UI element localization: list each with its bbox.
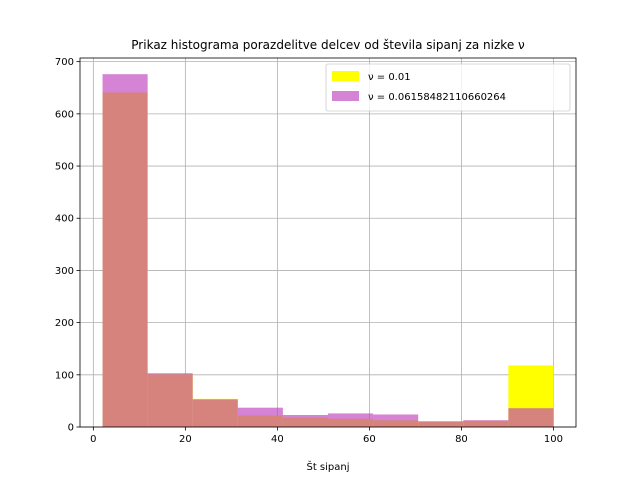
legend-label-1: ν = 0.01 — [368, 72, 411, 83]
legend-swatch-2 — [332, 91, 359, 101]
legend-box — [325, 63, 571, 112]
y-tick-label: 200 — [55, 318, 74, 329]
axes-frame — [79, 57, 577, 428]
histogram-bar-series-2 — [418, 421, 464, 427]
x-axis-label: Št sipanj — [306, 460, 349, 473]
y-tick-label: 700 — [55, 57, 74, 68]
histogram-bar-series-2 — [192, 399, 238, 427]
x-tick-label: 80 — [455, 434, 468, 445]
legend-label-2: ν = 0.06158482110660264 — [368, 92, 506, 103]
y-tick-label: 400 — [55, 214, 74, 225]
x-tick-label: 0 — [90, 434, 96, 445]
chart-title: Prikaz histograma porazdelitve delcev od… — [131, 38, 525, 52]
histogram-bar-series-2 — [102, 74, 148, 428]
x-tick-label: 100 — [544, 434, 563, 445]
y-tick-label: 300 — [55, 266, 74, 277]
histogram-bar-series-2 — [282, 414, 328, 427]
histogram-bar-series-2 — [373, 414, 419, 427]
y-tick-label: 500 — [55, 162, 74, 173]
histogram-bar-series-2 — [463, 420, 509, 427]
y-tick-label: 600 — [55, 109, 74, 120]
histogram-bar-series-2 — [237, 407, 283, 427]
legend-swatch-1 — [332, 71, 359, 81]
histogram-bar-series-2 — [147, 373, 193, 427]
x-tick-label: 60 — [363, 434, 376, 445]
grid-layer — [80, 58, 576, 428]
ticks-layer: 0 20 40 60 80 100 0 100 200 300 400 500 600 700 — [55, 57, 563, 445]
legend: ν = 0.01 ν = 0.06158482110660264 — [325, 63, 571, 112]
x-tick-label: 20 — [179, 434, 192, 445]
x-tick-label: 40 — [271, 434, 284, 445]
histogram-bar-series-2 — [328, 413, 374, 427]
bars-layer — [102, 74, 554, 428]
y-tick-label: 0 — [68, 423, 74, 434]
histogram-bar-series-2 — [508, 408, 554, 427]
y-tick-label: 100 — [55, 370, 74, 381]
